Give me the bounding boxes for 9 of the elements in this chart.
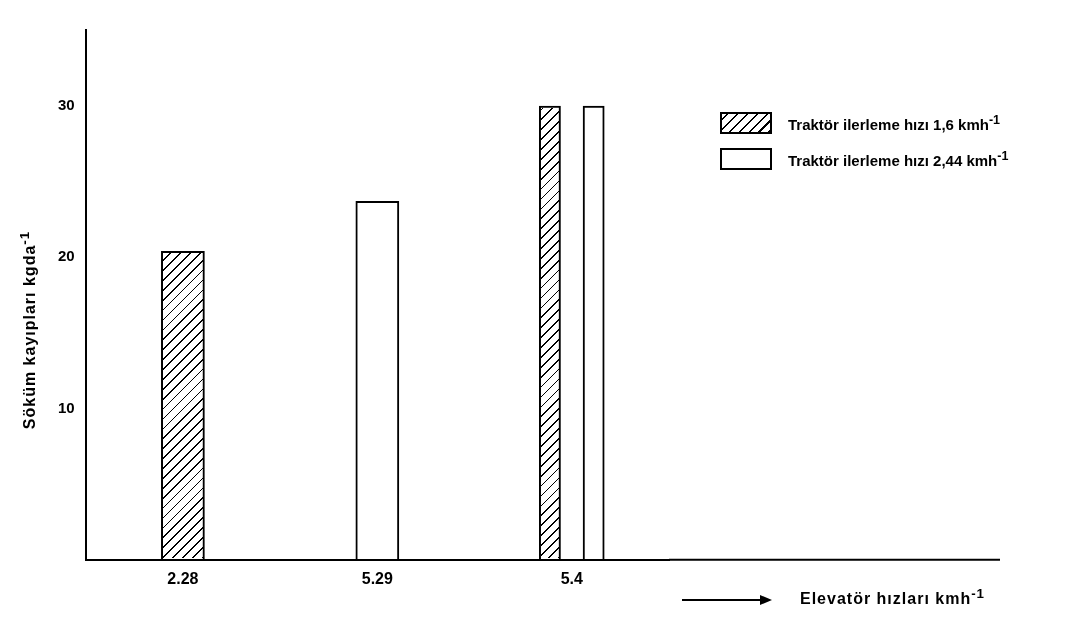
legend-label: Traktör ilerleme hızı 1,6 kmh$^{-1}$	[788, 113, 1001, 133]
x-tick-label: 5.29	[361, 569, 394, 587]
x-tick-label: 2.28	[167, 569, 199, 587]
text: Elevatör hızları kmh$^{-1}$	[800, 586, 986, 609]
y-tick-label: 10	[58, 398, 75, 416]
x-tick-label: 5.4	[560, 569, 583, 587]
legend-label: Traktör ilerleme hızı 2,44 kmh$^{-1}$	[788, 149, 1009, 169]
y-tick-label: 20	[58, 247, 75, 265]
y-tick-label: 30	[58, 95, 75, 113]
